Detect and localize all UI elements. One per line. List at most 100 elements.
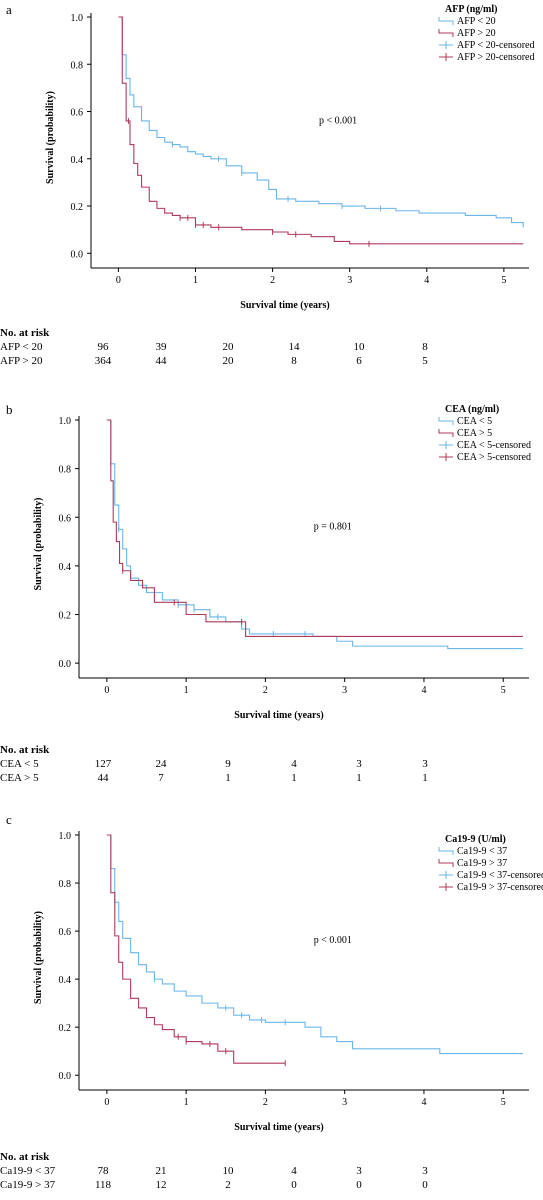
y-tick-label: 0.0 [59, 659, 72, 670]
km-curve-low [106, 834, 524, 1055]
legend-title: Ca19-9 (U/ml) [445, 834, 506, 845]
risk-table-cell: 21 [156, 1165, 167, 1177]
risk-table-cell: 78 [98, 1165, 110, 1177]
x-tick-label: 3 [342, 685, 347, 696]
risk-table-row-label: AFP < 20 [0, 341, 43, 353]
x-tick-label: 4 [421, 1097, 426, 1108]
risk-table-cell: 44 [98, 772, 110, 784]
x-tick-label: 0 [104, 1097, 109, 1108]
y-tick-label: 0.8 [59, 465, 72, 476]
risk-table-cell: 0 [422, 1179, 428, 1191]
x-tick-label: 5 [501, 685, 506, 696]
risk-table-cell: 5 [422, 355, 428, 367]
risk-table-cell: 44 [156, 355, 168, 367]
legend-entry: CEA > 5-censored [457, 452, 531, 463]
risk-table-cell: 7 [158, 772, 164, 784]
risk-table-cell: 3 [356, 758, 362, 770]
km-curve-low [118, 16, 524, 228]
x-tick-label: 3 [342, 1097, 347, 1108]
x-axis-label: Survival time (years) [240, 300, 329, 311]
x-tick-label: 4 [424, 275, 429, 286]
risk-table-row-label: Ca19-9 < 37 [0, 1165, 56, 1177]
x-tick-label: 3 [347, 275, 352, 286]
legend-entry: Ca19-9 > 37-censored [457, 882, 543, 893]
legend-entry: AFP < 20 [457, 16, 496, 27]
y-tick-label: 1.0 [71, 13, 84, 24]
risk-table-cell: 0 [356, 1179, 362, 1191]
km-curve-high [106, 419, 524, 637]
risk-table-header: No. at risk [0, 327, 50, 339]
risk-table-header: No. at risk [0, 744, 50, 756]
legend-entry: Ca19-9 > 37 [457, 858, 507, 869]
x-tick-label: 2 [263, 685, 268, 696]
x-tick-label: 0 [116, 275, 121, 286]
y-tick-label: 0.2 [59, 611, 72, 622]
x-tick-label: 5 [501, 275, 506, 286]
p-value-label: p < 0.001 [319, 115, 357, 126]
risk-table-cell: 14 [289, 341, 301, 353]
risk-table-cell: 3 [422, 1165, 428, 1177]
y-tick-label: 0.4 [59, 975, 72, 986]
risk-table-cell: 4 [291, 758, 297, 770]
risk-table-cell: 20 [223, 355, 235, 367]
risk-table-cell: 96 [98, 341, 110, 353]
legend-title: CEA (ng/ml) [445, 404, 499, 415]
y-axis-label: Survival (probability) [33, 911, 44, 1004]
y-tick-label: 0.8 [59, 879, 72, 890]
risk-table-row-label: AFP > 20 [0, 355, 43, 367]
risk-table-cell: 127 [95, 758, 112, 770]
risk-table-cell: 20 [223, 341, 235, 353]
y-tick-label: 0.4 [59, 562, 72, 573]
p-value-label: p = 0.801 [314, 521, 352, 532]
risk-table-cell: 1 [291, 772, 297, 784]
legend-entry: Ca19-9 < 37-censored [457, 870, 543, 881]
risk-table-cell: 3 [356, 1165, 362, 1177]
y-tick-label: 0.4 [71, 155, 84, 166]
y-axis-label: Survival (probability) [45, 91, 56, 184]
legend-swatch-line [438, 847, 454, 855]
risk-table-cell: 24 [156, 758, 168, 770]
chart-panel-b: b 0.0 0.2 0.4 0.6 0.8 1.0 0 1 2 3 4 5 Survival time (… [0, 402, 531, 784]
risk-table-cell: 1 [422, 772, 428, 784]
risk-table-cell: 8 [291, 355, 297, 367]
x-tick-label: 0 [104, 685, 109, 696]
risk-table-cell: 6 [356, 355, 362, 367]
x-tick-label: 4 [421, 685, 426, 696]
legend-swatch-line [438, 417, 454, 425]
legend-entry: AFP < 20-censored [457, 40, 534, 51]
y-tick-label: 0.8 [71, 60, 84, 71]
legend-title: AFP (ng/ml) [445, 4, 498, 15]
legend-swatch-line [438, 17, 454, 25]
y-tick-label: 1.0 [59, 831, 72, 842]
risk-table-cell: 10 [223, 1165, 235, 1177]
risk-table-cell: 10 [354, 341, 366, 353]
legend-entry: CEA < 5-censored [457, 440, 531, 451]
x-axis-label: Survival time (years) [234, 1122, 323, 1133]
y-tick-label: 0.2 [71, 202, 84, 213]
x-tick-label: 2 [270, 275, 275, 286]
y-tick-label: 0.0 [59, 1071, 72, 1082]
panel-label: a [6, 2, 12, 17]
legend-swatch-line [438, 29, 454, 37]
risk-table-cell: 1 [356, 772, 362, 784]
legend-entry: CEA < 5 [457, 416, 492, 427]
legend-swatch-line [438, 859, 454, 867]
risk-table-cell: 12 [156, 1179, 167, 1191]
risk-table-cell: 4 [291, 1165, 297, 1177]
risk-table-header: No. at risk [0, 1151, 50, 1163]
km-curve-high [106, 834, 286, 1064]
legend-entry: CEA > 5 [457, 428, 492, 439]
risk-table-row-label: CEA > 5 [0, 772, 39, 784]
y-tick-label: 0.0 [71, 249, 84, 260]
panel-label: c [6, 812, 12, 827]
y-tick-label: 1.0 [59, 416, 72, 427]
legend-entry: Ca19-9 < 37 [457, 846, 507, 857]
chart-panel-a: a 0.0 0.2 0.4 0.6 0.8 1.0 0 1 2 3 4 5 Survival time (… [0, 2, 534, 367]
risk-table-cell: 364 [95, 355, 112, 367]
x-tick-label: 1 [184, 685, 189, 696]
risk-table-cell: 118 [95, 1179, 112, 1191]
panel-label: b [6, 402, 13, 417]
y-tick-label: 0.6 [59, 927, 72, 938]
